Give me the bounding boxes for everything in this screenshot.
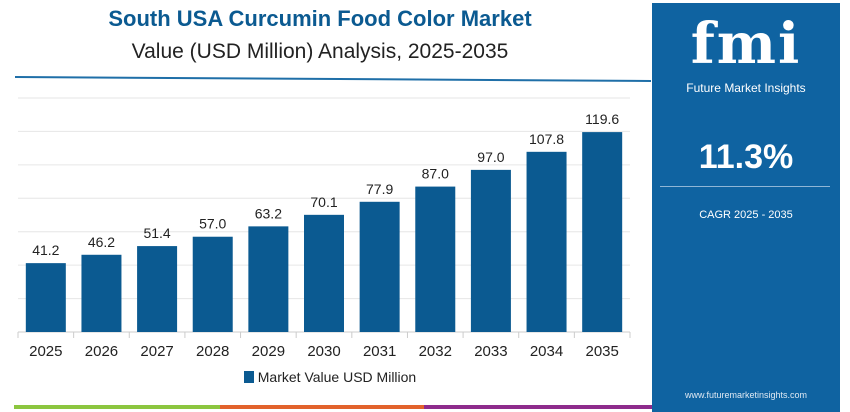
cagr-value: 11.3% (698, 138, 794, 176)
side-panel: fmi Future Market Insights 11.3% CAGR 20… (652, 3, 840, 412)
x-tick-label: 2035 (585, 343, 618, 360)
x-tick-label: 2033 (474, 343, 507, 360)
legend-label: Market Value USD Million (257, 369, 417, 385)
x-tick-label: 2032 (419, 343, 452, 360)
website-link[interactable]: www.futuremarketinsights.com (684, 390, 808, 400)
stripe-purple (424, 405, 652, 409)
data-label: 119.6 (585, 111, 619, 127)
x-tick-label: 2034 (530, 343, 563, 360)
legend-swatch (243, 371, 254, 383)
legend: Market Value USD Million (130, 369, 530, 386)
x-tick-label: 2031 (363, 343, 396, 360)
data-label: 46.2 (88, 234, 115, 250)
data-label: 63.2 (255, 205, 282, 221)
x-tick-label: 2025 (29, 343, 62, 360)
bar-chart: 41.2 2025 46.2 2026 51.4 2027 57.0 2028 63.2 2029… (17, 97, 631, 360)
stripe-green (14, 405, 220, 409)
data-label: 97.0 (477, 149, 504, 165)
data-label: 107.8 (529, 131, 564, 147)
logo-subtext: Future Market Insights (686, 81, 806, 95)
data-label: 41.2 (32, 242, 59, 258)
bar-2035 (582, 132, 623, 332)
bar-2026 (81, 254, 122, 332)
chart-title: South USA Curcumin Food Color Market (108, 6, 532, 31)
data-label: 70.1 (310, 194, 337, 210)
data-label: 57.0 (199, 216, 226, 232)
bar-2030 (304, 214, 344, 332)
panel-divider (660, 186, 830, 187)
cagr-label: CAGR 2025 - 2035 (699, 209, 793, 221)
data-label: 87.0 (422, 166, 449, 182)
bar-2031 (359, 201, 400, 332)
bar-2029 (248, 226, 289, 332)
logo-mark: fmi (690, 11, 802, 77)
bar-2027 (137, 246, 178, 332)
bar-2032 (415, 186, 456, 332)
x-tick-label: 2026 (85, 343, 118, 360)
data-label: 77.9 (366, 181, 393, 197)
x-tick-label: 2027 (140, 343, 173, 360)
bar-2025 (25, 263, 66, 332)
bar-2033 (470, 169, 511, 332)
fmi-logo: fmi Future Market Insights (652, 11, 840, 96)
x-tick-label: 2030 (307, 343, 340, 360)
chart-subtitle: Value (USD Million) Analysis, 2025-2035 (131, 40, 509, 63)
bar-2034 (526, 151, 567, 332)
x-tick-label: 2029 (252, 343, 285, 360)
stripe-orange (220, 405, 424, 409)
x-tick-label: 2028 (196, 343, 229, 360)
bar-2028 (192, 236, 233, 332)
data-label: 51.4 (143, 225, 170, 241)
